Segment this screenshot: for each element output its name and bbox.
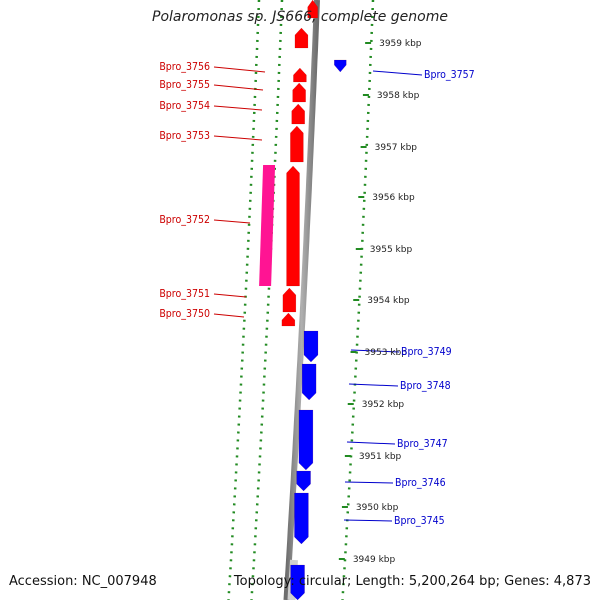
reverse-gene-label: Bpro_3747 bbox=[397, 438, 448, 450]
forward-gene-label: Bpro_3754 bbox=[159, 100, 210, 112]
forward-gene-arrow bbox=[290, 125, 304, 163]
forward-gene-label: Bpro_3750 bbox=[159, 308, 210, 320]
reverse-leader-line bbox=[343, 519, 393, 522]
reverse-gene-label: Bpro_3748 bbox=[400, 380, 451, 392]
forward-leader-line bbox=[213, 84, 264, 91]
forward-gene-arrow bbox=[293, 67, 307, 83]
forward-leader-line bbox=[213, 313, 245, 318]
kbp-tick-label: 3956 kbp bbox=[372, 193, 415, 203]
reverse-leader-line bbox=[350, 349, 400, 353]
reverse-gene-arrow bbox=[334, 59, 347, 73]
kbp-tick-label: 3949 kbp bbox=[353, 555, 396, 565]
reverse-gene-arrow bbox=[303, 330, 319, 363]
kbp-tick-label: 3951 kbp bbox=[359, 452, 402, 462]
inner-dotted-track bbox=[250, 0, 284, 600]
reverse-gene-arrow bbox=[298, 409, 314, 471]
kbp-tick-label: 3954 kbp bbox=[367, 296, 410, 306]
forward-gene-arrow bbox=[307, 0, 318, 19]
forward-gene-alt bbox=[259, 165, 276, 286]
map-title: Polaromonas sp. JS666, complete genome bbox=[152, 9, 448, 25]
forward-leader-line bbox=[213, 66, 266, 73]
kbp-tick-label: 3952 kbp bbox=[362, 400, 405, 410]
kbp-tick-label: 3955 kbp bbox=[370, 245, 413, 255]
forward-gene-label: Bpro_3756 bbox=[159, 61, 210, 73]
forward-gene-label: Bpro_3755 bbox=[159, 79, 210, 91]
kbp-tick-label: 3953 kbp bbox=[365, 348, 408, 358]
forward-gene-arrow bbox=[294, 27, 309, 49]
reverse-gene-label: Bpro_3749 bbox=[401, 346, 452, 358]
outer-dotted-track-left bbox=[227, 0, 261, 600]
topology-text: Topology: circular; Length: 5,200,264 bp… bbox=[233, 574, 591, 589]
reverse-leader-line bbox=[344, 481, 394, 484]
reverse-leader-line bbox=[372, 70, 423, 76]
forward-leader-line bbox=[213, 293, 247, 298]
forward-gene-arrow bbox=[292, 82, 306, 103]
kbp-tick-label: 3950 kbp bbox=[356, 503, 399, 513]
forward-gene-label: Bpro_3751 bbox=[159, 288, 210, 300]
reverse-gene-label: Bpro_3757 bbox=[424, 69, 475, 81]
reverse-gene-label: Bpro_3745 bbox=[394, 515, 445, 527]
kbp-tick-label: 3959 kbp bbox=[379, 39, 422, 49]
forward-gene-arrow bbox=[282, 287, 297, 313]
accession-text: Accession: NC_007948 bbox=[9, 574, 157, 589]
kbp-tick-label: 3957 kbp bbox=[375, 143, 418, 153]
reverse-leader-line bbox=[348, 383, 399, 387]
reverse-gene-arrow bbox=[301, 363, 317, 401]
forward-leader-line bbox=[213, 135, 263, 141]
forward-gene-label: Bpro_3752 bbox=[159, 214, 210, 226]
forward-gene-arrow bbox=[286, 165, 300, 287]
forward-gene-arrow bbox=[291, 103, 305, 125]
reverse-gene-arrow bbox=[294, 492, 309, 545]
reverse-gene-arrow bbox=[290, 564, 305, 600]
kbp-tick-label: 3958 kbp bbox=[377, 91, 420, 101]
reverse-leader-line bbox=[346, 441, 396, 445]
reverse-gene-label: Bpro_3746 bbox=[395, 477, 446, 489]
forward-gene-label: Bpro_3753 bbox=[159, 130, 210, 142]
forward-leader-line bbox=[213, 219, 251, 224]
forward-leader-line bbox=[213, 105, 263, 111]
genome-backbone bbox=[283, 0, 320, 600]
forward-gene-arrow bbox=[281, 312, 296, 327]
reverse-gene-arrow bbox=[296, 470, 311, 492]
